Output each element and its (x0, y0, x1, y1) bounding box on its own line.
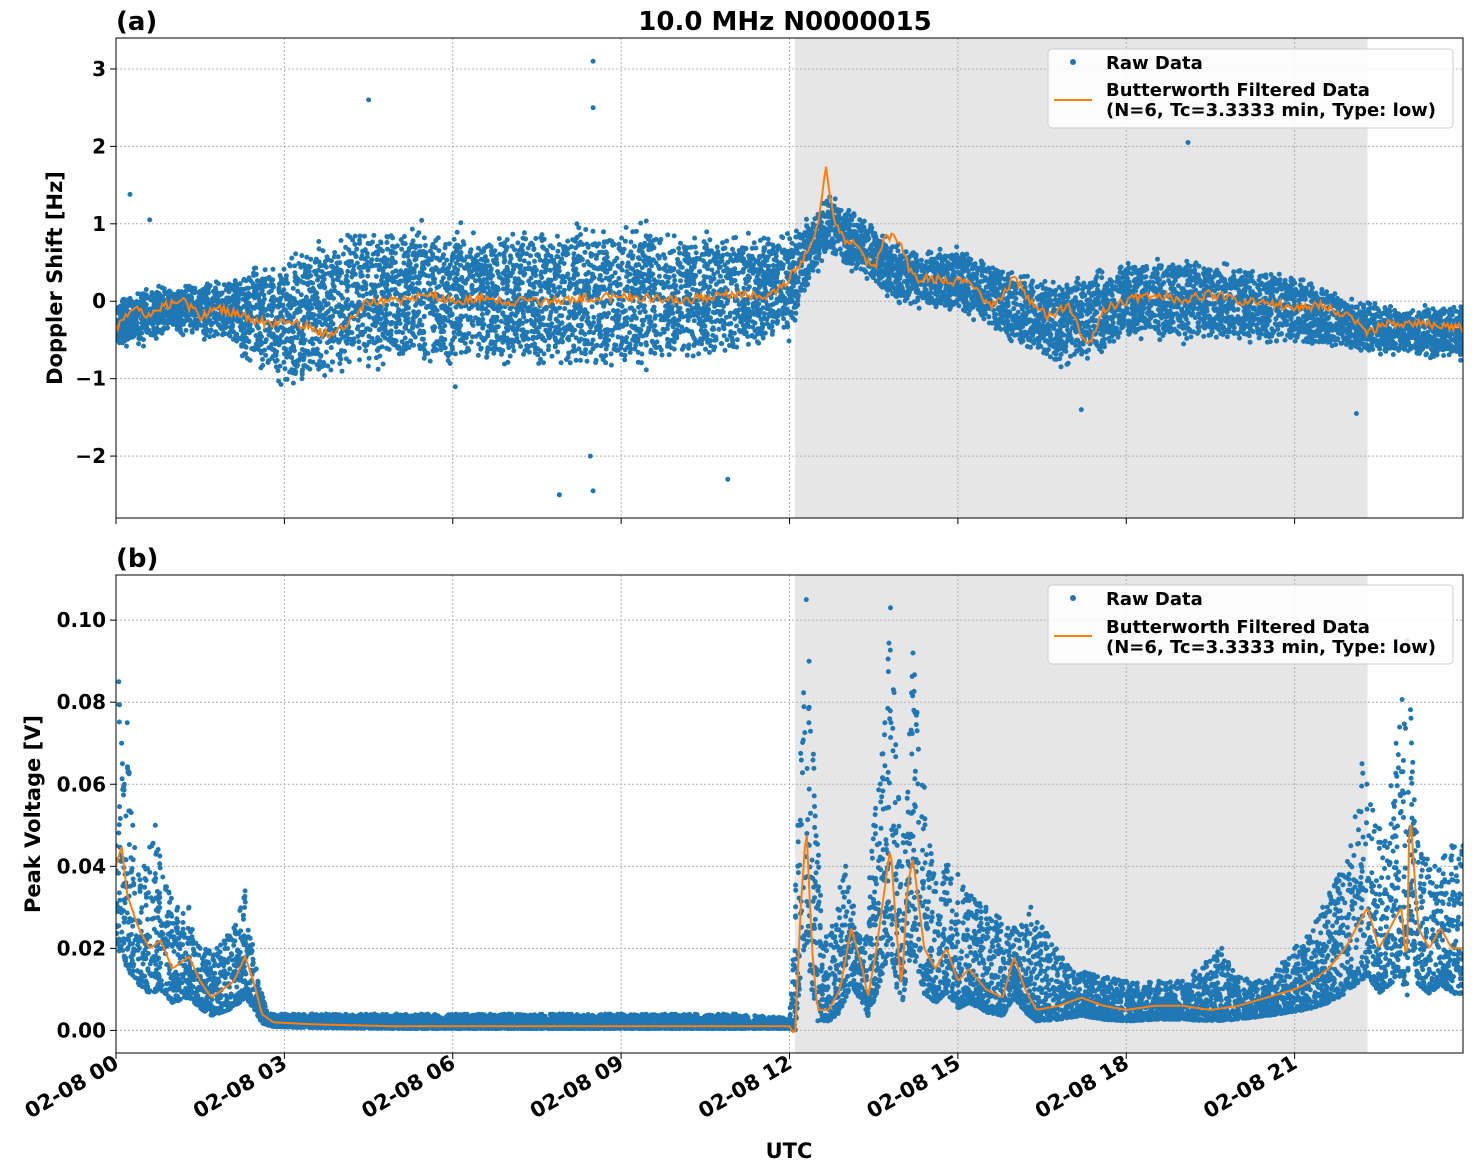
y-tick-label: 1 (92, 212, 106, 236)
legend-raw-label: Raw Data (1106, 589, 1203, 610)
y-tick-label: −1 (75, 367, 106, 391)
y-tick-label: 0.10 (57, 608, 106, 632)
panel-b-ylabel: Peak Voltage [V] (21, 715, 45, 913)
y-tick-label: 3 (92, 57, 106, 81)
filtered-data-line (116, 166, 1463, 346)
panel-a-legend: Raw Data Butterworth Filtered Data (N=6, … (1047, 48, 1454, 129)
legend-raw-label: Raw Data (1106, 53, 1203, 74)
y-tick-label: 0 (92, 289, 106, 313)
legend-raw-marker (1070, 595, 1076, 601)
y-tick-label: 0.00 (57, 1018, 106, 1042)
figure-title: 10.0 MHz N0000015 (638, 7, 931, 37)
panel-a: −2 −1 0 1 2 3 (a) Doppler Shift [Hz] Raw Data… (43, 7, 1464, 524)
panel-b: 0.00 0.02 0.04 0.06 0.08 0.10 02-08 00 02-08 0… (21, 544, 1464, 1124)
x-axis-label: UTC (766, 1139, 813, 1163)
legend-raw-marker (1070, 59, 1076, 65)
y-tick-label: 0.02 (57, 936, 106, 960)
x-tick-label: 02-08 15 (863, 1051, 965, 1124)
filtered-data-line (116, 824, 1463, 1034)
panel-a-label: (a) (116, 7, 157, 37)
x-tick-label: 02-08 06 (357, 1051, 459, 1124)
x-tick-label: 02-08 00 (21, 1051, 123, 1124)
y-tick-label: 2 (92, 134, 106, 158)
x-tick-label: 02-08 09 (526, 1051, 628, 1124)
panel-b-legend: Raw Data Butterworth Filtered Data (N=6, … (1047, 584, 1454, 665)
panel-a-ylabel: Doppler Shift [Hz] (43, 171, 67, 385)
y-tick-label: 0.08 (57, 690, 106, 714)
legend-filtered-label: Butterworth Filtered Data (N=6, Tc=3.3333… (1106, 617, 1436, 658)
x-tick-label: 02-08 18 (1031, 1051, 1133, 1124)
raw-data-points (116, 58, 1463, 498)
x-tick-label: 02-08 12 (694, 1051, 796, 1124)
panel-b-label: (b) (116, 544, 158, 574)
y-tick-label: 0.04 (57, 854, 106, 878)
x-tick-label: 02-08 21 (1199, 1051, 1301, 1124)
y-tick-label: 0.06 (57, 772, 106, 796)
x-tick-label: 02-08 03 (189, 1051, 291, 1124)
legend-filtered-label: Butterworth Filtered Data (N=6, Tc=3.3333… (1106, 80, 1436, 121)
y-tick-label: −2 (75, 444, 106, 468)
